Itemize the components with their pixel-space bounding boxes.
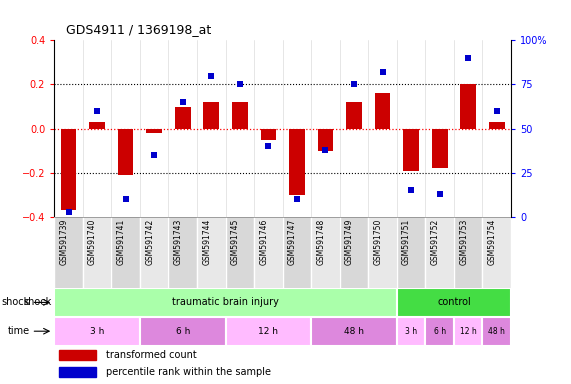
Point [264, 143, 273, 149]
Bar [226, 317, 311, 346]
Bar [289, 129, 305, 195]
Bar [317, 129, 333, 151]
Text: GSM591746: GSM591746 [259, 219, 268, 265]
Bar [61, 129, 77, 210]
Bar [346, 102, 362, 129]
Bar [454, 317, 482, 346]
Point [292, 196, 301, 202]
Bar [59, 367, 96, 377]
Bar [140, 217, 168, 288]
Text: 3 h: 3 h [90, 327, 104, 336]
Text: GSM591740: GSM591740 [88, 219, 97, 265]
Bar [118, 129, 134, 175]
Bar [140, 317, 226, 346]
Text: traumatic brain injury: traumatic brain injury [172, 297, 279, 308]
Bar [83, 217, 111, 288]
Bar [397, 288, 511, 317]
Bar [340, 217, 368, 288]
Bar [454, 217, 482, 288]
Text: GSM591748: GSM591748 [316, 219, 325, 265]
Text: GSM591742: GSM591742 [145, 219, 154, 265]
Point [235, 81, 244, 88]
Bar [425, 317, 454, 346]
Text: control: control [437, 297, 471, 308]
Bar [54, 317, 140, 346]
Point [349, 81, 359, 88]
Bar [146, 129, 162, 133]
Text: GSM591750: GSM591750 [373, 219, 383, 265]
Bar [311, 217, 340, 288]
Text: 12 h: 12 h [258, 327, 279, 336]
Bar [254, 217, 283, 288]
Text: GSM591753: GSM591753 [459, 219, 468, 265]
Text: GSM591745: GSM591745 [231, 219, 240, 265]
Text: GSM591751: GSM591751 [402, 219, 411, 265]
Text: GSM591749: GSM591749 [345, 219, 354, 265]
Text: 3 h: 3 h [405, 327, 417, 336]
Bar [226, 217, 254, 288]
Bar [283, 217, 311, 288]
Bar [111, 217, 140, 288]
Point [407, 187, 416, 194]
Bar [397, 217, 425, 288]
Point [464, 55, 473, 61]
Point [178, 99, 187, 105]
Text: GSM591741: GSM591741 [116, 219, 126, 265]
Text: transformed count: transformed count [106, 350, 196, 360]
Point [378, 69, 387, 75]
Bar [203, 102, 219, 129]
Bar [89, 122, 105, 129]
Bar [232, 102, 248, 129]
Text: shock: shock [2, 297, 30, 308]
Text: shock: shock [23, 297, 51, 308]
Text: 12 h: 12 h [460, 327, 477, 336]
Text: GDS4911 / 1369198_at: GDS4911 / 1369198_at [66, 23, 211, 36]
Point [64, 209, 73, 215]
Text: GSM591747: GSM591747 [288, 219, 297, 265]
Bar [460, 84, 476, 129]
Point [492, 108, 501, 114]
Text: GSM591754: GSM591754 [488, 219, 497, 265]
Bar [432, 129, 448, 169]
Bar [368, 217, 397, 288]
Point [207, 73, 216, 79]
Bar [197, 217, 226, 288]
Text: 48 h: 48 h [488, 327, 505, 336]
Text: GSM591752: GSM591752 [431, 219, 440, 265]
Text: time: time [8, 326, 30, 336]
Bar [425, 217, 454, 288]
Text: GSM591739: GSM591739 [59, 219, 69, 265]
Bar [175, 107, 191, 129]
Text: GSM591744: GSM591744 [202, 219, 211, 265]
Point [93, 108, 102, 114]
Text: percentile rank within the sample: percentile rank within the sample [106, 367, 271, 377]
Bar [489, 122, 505, 129]
Point [321, 147, 330, 153]
Bar [59, 350, 96, 360]
Bar [375, 93, 391, 129]
Point [435, 191, 444, 197]
Text: 48 h: 48 h [344, 327, 364, 336]
Bar [403, 129, 419, 170]
Bar [311, 317, 397, 346]
Bar [482, 317, 511, 346]
Bar [54, 288, 397, 317]
Text: 6 h: 6 h [175, 327, 190, 336]
Text: GSM591743: GSM591743 [174, 219, 183, 265]
Bar [54, 217, 83, 288]
Point [150, 152, 159, 158]
Bar [168, 217, 197, 288]
Bar [397, 317, 425, 346]
Point [121, 196, 130, 202]
Bar [482, 217, 511, 288]
Text: 6 h: 6 h [433, 327, 446, 336]
Bar [260, 129, 276, 140]
